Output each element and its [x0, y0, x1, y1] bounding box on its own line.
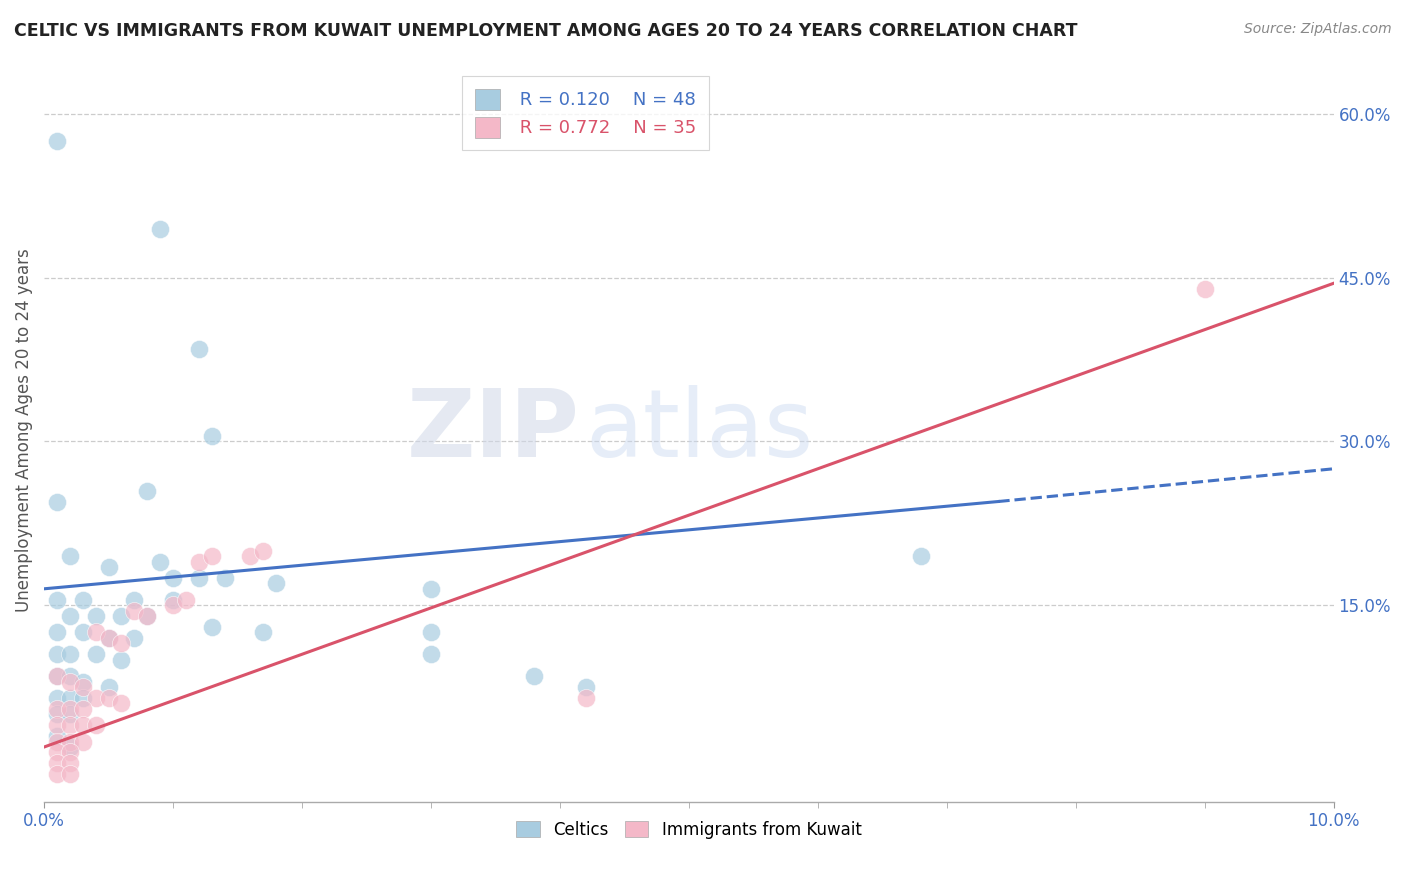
Point [46, 690, 69, 705]
Point [201, 549, 224, 563]
Point [110, 636, 132, 650]
Point [46, 669, 69, 683]
Point [420, 647, 443, 661]
Point [59, 739, 82, 754]
Point [59, 674, 82, 689]
Point [124, 592, 146, 607]
Point [46, 647, 69, 661]
Point [84, 647, 107, 661]
Point [420, 625, 443, 640]
Text: atlas: atlas [586, 384, 814, 476]
Point [46, 729, 69, 743]
Point [72, 690, 94, 705]
Point [162, 571, 184, 585]
Point [72, 592, 94, 607]
Point [187, 571, 209, 585]
Text: CELTIC VS IMMIGRANTS FROM KUWAIT UNEMPLOYMENT AMONG AGES 20 TO 24 YEARS CORRELAT: CELTIC VS IMMIGRANTS FROM KUWAIT UNEMPLO… [14, 22, 1077, 40]
Point [187, 342, 209, 356]
Point [575, 690, 598, 705]
Point [59, 746, 82, 760]
Point [46, 702, 69, 716]
Point [59, 718, 82, 732]
Point [84, 718, 107, 732]
Point [252, 625, 274, 640]
Point [575, 680, 598, 694]
Point [84, 625, 107, 640]
Point [162, 592, 184, 607]
Point [174, 592, 197, 607]
Point [124, 604, 146, 618]
Legend: Celtics, Immigrants from Kuwait: Celtics, Immigrants from Kuwait [509, 814, 868, 846]
Point [84, 690, 107, 705]
Point [97, 680, 120, 694]
Point [201, 620, 224, 634]
Point [97, 690, 120, 705]
Point [97, 631, 120, 645]
Point [523, 669, 546, 683]
Point [46, 707, 69, 722]
Point [214, 571, 236, 585]
Point [59, 756, 82, 771]
Point [46, 718, 69, 732]
Point [46, 767, 69, 781]
Point [910, 549, 932, 563]
Point [59, 767, 82, 781]
Point [110, 697, 132, 711]
Point [46, 746, 69, 760]
Point [59, 702, 82, 716]
Y-axis label: Unemployment Among Ages 20 to 24 years: Unemployment Among Ages 20 to 24 years [15, 249, 32, 613]
Point [72, 734, 94, 748]
Point [97, 631, 120, 645]
Point [97, 560, 120, 574]
Point [46, 625, 69, 640]
Point [59, 669, 82, 683]
Point [59, 609, 82, 624]
Point [149, 555, 172, 569]
Point [110, 653, 132, 667]
Point [72, 680, 94, 694]
Point [46, 669, 69, 683]
Point [46, 135, 69, 149]
Point [420, 582, 443, 596]
Text: Source: ZipAtlas.com: Source: ZipAtlas.com [1244, 22, 1392, 37]
Point [59, 707, 82, 722]
Point [46, 734, 69, 748]
Point [201, 429, 224, 443]
Point [239, 549, 262, 563]
Point [46, 592, 69, 607]
Point [59, 690, 82, 705]
Point [72, 674, 94, 689]
Point [264, 576, 287, 591]
Point [136, 609, 159, 624]
Point [46, 494, 69, 508]
Point [46, 756, 69, 771]
Point [84, 609, 107, 624]
Point [252, 543, 274, 558]
Point [187, 555, 209, 569]
Text: ZIP: ZIP [406, 384, 579, 476]
Point [1194, 282, 1216, 296]
Point [59, 647, 82, 661]
Point [162, 598, 184, 612]
Point [136, 483, 159, 498]
Point [59, 549, 82, 563]
Point [72, 702, 94, 716]
Point [59, 734, 82, 748]
Point [72, 625, 94, 640]
Point [124, 631, 146, 645]
Point [149, 221, 172, 235]
Point [110, 609, 132, 624]
Point [136, 609, 159, 624]
Point [72, 718, 94, 732]
